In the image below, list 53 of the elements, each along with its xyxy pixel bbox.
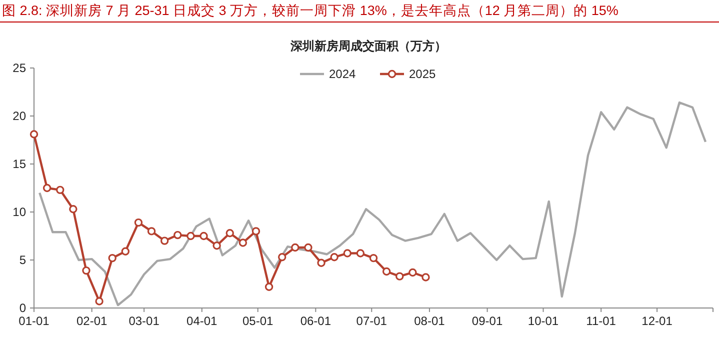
x-tick-label: 05-01	[242, 314, 274, 328]
point	[238, 238, 248, 247]
point	[356, 249, 365, 258]
point	[82, 266, 90, 275]
x-tick-label: 08-01	[414, 314, 446, 328]
point	[291, 243, 300, 252]
point	[317, 258, 326, 267]
point	[95, 297, 104, 306]
x-tick-label: 09-01	[472, 314, 503, 328]
x-tick-label: 02-01	[76, 314, 108, 328]
point	[186, 232, 195, 240]
legend-label: 2025	[409, 67, 436, 81]
point	[108, 254, 116, 262]
point	[422, 273, 430, 282]
x-tick-label: 06-01	[300, 314, 332, 328]
y-tick-label: 20	[12, 109, 26, 123]
y-tick-label: 15	[12, 157, 26, 171]
x-tick-label: 07-01	[356, 314, 388, 328]
chart-subtitle: 深圳新房周成交面积（万方）	[290, 39, 446, 53]
x-tick-label: 04-01	[186, 314, 218, 328]
point	[278, 253, 286, 262]
point	[121, 247, 130, 256]
point	[252, 227, 260, 236]
point	[304, 243, 312, 252]
y-tick-label: 25	[12, 61, 26, 75]
point	[30, 130, 38, 138]
point	[396, 272, 404, 280]
y-tick-label: 10	[12, 205, 26, 219]
point	[174, 230, 182, 240]
point	[264, 282, 274, 291]
chart-title: 图 2.8: 深圳新房 7 月 25-31 日成交 3 万方，较前一周下滑 13%，是去年高点（12 月第二周）的 15%	[2, 3, 618, 18]
point	[42, 184, 52, 192]
y-tick-label: 5	[19, 253, 26, 267]
point	[343, 249, 352, 258]
point	[69, 205, 78, 214]
point	[134, 218, 143, 227]
x-tick-label: 11-01	[586, 314, 616, 328]
point	[330, 253, 338, 262]
point	[369, 254, 378, 262]
point	[212, 242, 221, 250]
point	[226, 229, 234, 238]
legend-label: 2024	[329, 67, 356, 81]
x-tick-label: 01-01	[18, 314, 50, 328]
x-tick-label: 10-01	[528, 314, 559, 328]
point	[56, 186, 64, 194]
x-tick-label: 12-01	[642, 314, 673, 328]
x-tick-label: 03-01	[128, 314, 160, 328]
point	[160, 236, 169, 245]
point	[408, 268, 417, 277]
point	[147, 227, 156, 236]
y-tick-label: 0	[19, 301, 26, 315]
point	[382, 267, 391, 276]
point	[200, 232, 208, 240]
